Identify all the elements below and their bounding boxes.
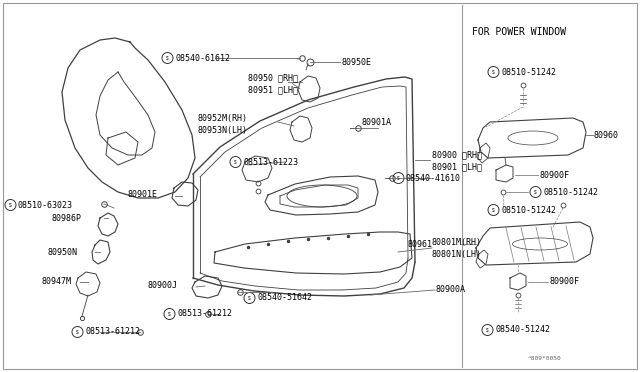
Text: 80901E: 80901E [128, 189, 158, 199]
Text: 80900A: 80900A [436, 285, 466, 295]
Text: 08540-51242: 08540-51242 [495, 326, 550, 334]
Text: S: S [9, 202, 12, 208]
Text: 80986P: 80986P [52, 214, 82, 222]
Text: 80952M(RH): 80952M(RH) [198, 113, 248, 122]
Text: S: S [234, 160, 237, 164]
Text: 08540-61612: 08540-61612 [175, 54, 230, 62]
Text: 08513-61212: 08513-61212 [177, 310, 232, 318]
Text: 80950N: 80950N [48, 247, 78, 257]
Text: 80950 〈RH〉: 80950 〈RH〉 [248, 74, 298, 83]
Text: S: S [492, 70, 495, 74]
Text: 80900F: 80900F [540, 170, 570, 180]
Text: S: S [534, 189, 537, 195]
Text: 80901A: 80901A [362, 118, 392, 126]
Text: 80900 〈RH〉: 80900 〈RH〉 [432, 151, 482, 160]
Text: 08510-51242: 08510-51242 [501, 205, 556, 215]
Text: 08540-51642: 08540-51642 [257, 294, 312, 302]
Text: 80953N(LH): 80953N(LH) [198, 125, 248, 135]
Text: 80900J: 80900J [148, 280, 178, 289]
Text: 08513-61212: 08513-61212 [85, 327, 140, 337]
Text: 80901 〈LH〉: 80901 〈LH〉 [432, 163, 482, 171]
Text: 08510-51242: 08510-51242 [543, 187, 598, 196]
Text: ^809*0050: ^809*0050 [528, 356, 562, 360]
Text: 80801N(LH): 80801N(LH) [432, 250, 482, 259]
Text: 80950E: 80950E [342, 58, 372, 67]
Text: S: S [486, 327, 489, 333]
Text: 08513-61223: 08513-61223 [243, 157, 298, 167]
Text: 80900F: 80900F [550, 278, 580, 286]
Text: 80961: 80961 [408, 240, 433, 248]
Text: 08510-63023: 08510-63023 [18, 201, 73, 209]
Text: S: S [168, 311, 171, 317]
Text: 80951 〈LH〉: 80951 〈LH〉 [248, 86, 298, 94]
Text: 80960: 80960 [594, 131, 619, 140]
Text: FOR POWER WINDOW: FOR POWER WINDOW [472, 27, 566, 37]
Text: 08540-41610: 08540-41610 [406, 173, 461, 183]
Text: S: S [492, 208, 495, 212]
Text: S: S [248, 295, 251, 301]
Text: S: S [76, 330, 79, 334]
Text: S: S [397, 176, 400, 180]
Text: 80801M(RH): 80801M(RH) [432, 237, 482, 247]
Text: S: S [166, 55, 169, 61]
Text: 08510-51242: 08510-51242 [501, 67, 556, 77]
Text: 80947M: 80947M [42, 278, 72, 286]
